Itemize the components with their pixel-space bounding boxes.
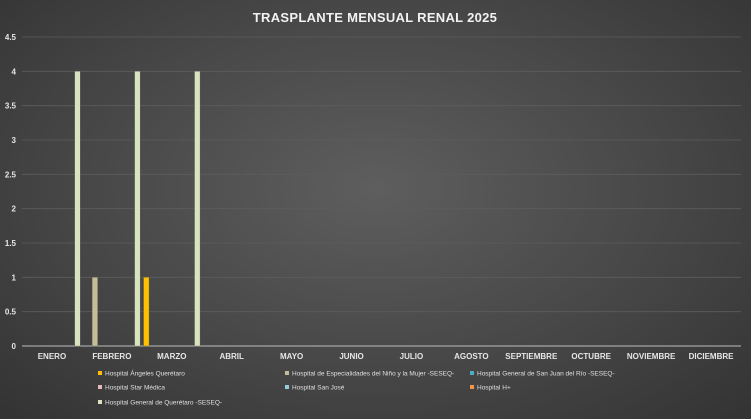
x-tick-label: JULIO <box>400 352 424 361</box>
y-tick-label: 1 <box>12 273 17 282</box>
legend-label: Hospital de Especialidades del Niño y la… <box>292 371 454 378</box>
bar <box>143 277 150 347</box>
x-tick-label: AGOSTO <box>454 352 489 361</box>
y-tick-label: 0 <box>12 342 17 351</box>
legend-item: Hospital de Especialidades del Niño y la… <box>285 371 454 378</box>
bar <box>134 71 141 347</box>
legend-label: Hospital San José <box>292 385 345 392</box>
x-tick-label: FEBRERO <box>92 352 131 361</box>
y-tick-label: 1.5 <box>5 239 17 248</box>
legend-swatch <box>98 385 102 389</box>
y-tick-label: 3.5 <box>5 102 17 111</box>
y-axis-ticks: 0 0.5 1 1.5 2 2.5 3 3.5 4 4.5 <box>5 33 17 351</box>
x-axis-ticks: ENERO FEBRERO MARZO ABRIL MAYO JUNIO JULIO AGOS… <box>38 352 734 361</box>
legend-label: Hospital Ángeles Querétaro <box>105 369 185 378</box>
y-tick-label: 2 <box>12 205 17 214</box>
legend-swatch <box>98 400 102 404</box>
x-tick-label: MARZO <box>157 352 186 361</box>
legend-item: Hospital Ángeles Querétaro <box>98 369 185 378</box>
legend-swatch <box>470 371 474 375</box>
legend-swatch <box>285 371 289 375</box>
legend-swatch <box>285 385 289 389</box>
legend-label: Hospital Star Médica <box>105 385 165 392</box>
legend-label: Hospital General de San Juan del Río -SE… <box>477 371 615 378</box>
x-tick-label: OCTUBRE <box>571 352 611 361</box>
legend: Hospital Ángeles Querétaro Hospital de Es… <box>98 369 615 407</box>
legend-label: Hospital H+ <box>477 385 511 392</box>
bar <box>194 71 201 347</box>
x-tick-label: MAYO <box>280 352 303 361</box>
bar <box>91 277 98 347</box>
x-tick-label: SEPTIEMBRE <box>505 352 558 361</box>
legend-item: Hospital San José <box>285 385 345 392</box>
y-tick-label: 4 <box>12 67 17 76</box>
legend-swatch <box>470 385 474 389</box>
legend-item: Hospital H+ <box>470 385 511 392</box>
x-tick-label: DICIEMBRE <box>689 352 735 361</box>
legend-label: Hospital General de Querétaro -SESEQ- <box>105 400 222 407</box>
y-tick-label: 3 <box>12 136 17 145</box>
x-tick-label: JUNIO <box>339 352 363 361</box>
legend-item: Hospital General de Querétaro -SESEQ- <box>98 400 222 407</box>
y-tick-label: 2.5 <box>5 170 17 179</box>
chart-title: TRASPLANTE MENSUAL RENAL 2025 <box>253 10 497 25</box>
x-tick-label: ENERO <box>38 352 66 361</box>
legend-item: Hospital Star Médica <box>98 385 165 392</box>
legend-item: Hospital General de San Juan del Río -SE… <box>470 371 615 378</box>
y-tick-label: 0.5 <box>5 308 17 317</box>
bars <box>74 71 201 347</box>
bar <box>74 71 81 347</box>
x-tick-label: NOVIEMBRE <box>627 352 676 361</box>
legend-swatch <box>98 371 102 375</box>
y-tick-label: 4.5 <box>5 33 17 42</box>
gridlines <box>22 36 741 347</box>
x-tick-label: ABRIL <box>219 352 244 361</box>
